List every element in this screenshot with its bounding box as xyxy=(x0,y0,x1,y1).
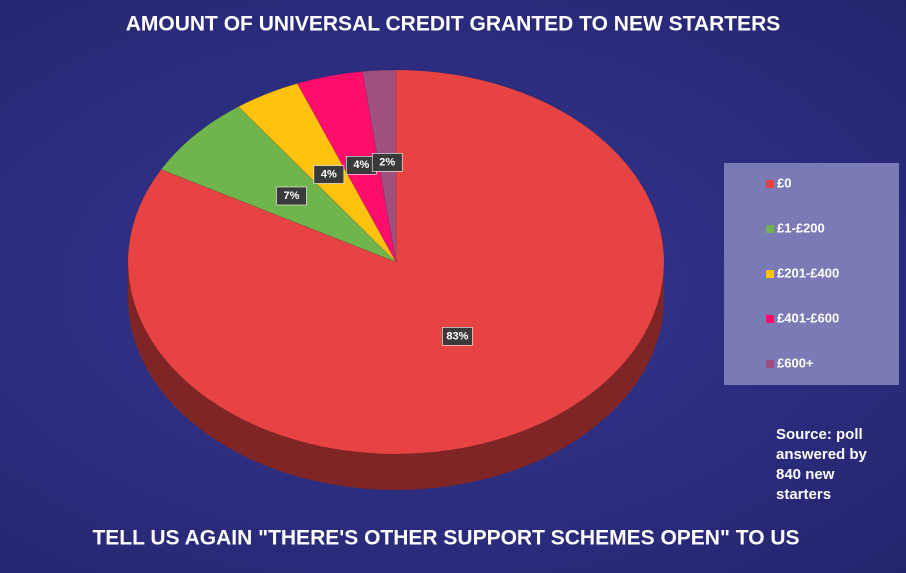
legend-swatch xyxy=(766,180,774,188)
data-label: 83% xyxy=(446,330,468,342)
legend-label: £600+ xyxy=(777,355,814,370)
source-note: Source: poll answered by 840 new starter… xyxy=(776,426,867,503)
legend-swatch xyxy=(766,315,774,323)
data-label: 4% xyxy=(353,159,369,171)
legend-label: £401-£600 xyxy=(777,310,839,325)
data-label: 7% xyxy=(284,190,300,202)
legend-box xyxy=(724,163,899,385)
legend-label: £201-£400 xyxy=(777,265,839,280)
legend-label: £1-£200 xyxy=(777,220,825,235)
label-box xyxy=(442,327,473,346)
slice xyxy=(127,69,665,455)
chart-subtitle: TELL US AGAIN "THERE'S OTHER SUPPORT SCH… xyxy=(92,527,799,550)
legend-swatch xyxy=(766,360,774,368)
legend-swatch xyxy=(766,225,774,233)
label-box xyxy=(276,186,307,206)
legend-swatch xyxy=(766,270,774,278)
chart-title: AMOUNT OF UNIVERSAL CREDIT GRANTED TO NE… xyxy=(126,13,781,36)
slice-side xyxy=(128,262,664,490)
slice xyxy=(160,106,397,263)
label-box xyxy=(371,153,403,172)
data-label: 4% xyxy=(321,168,337,180)
data-label: 2% xyxy=(379,156,395,168)
legend-label: £0 xyxy=(777,175,791,190)
label-box xyxy=(313,165,345,184)
